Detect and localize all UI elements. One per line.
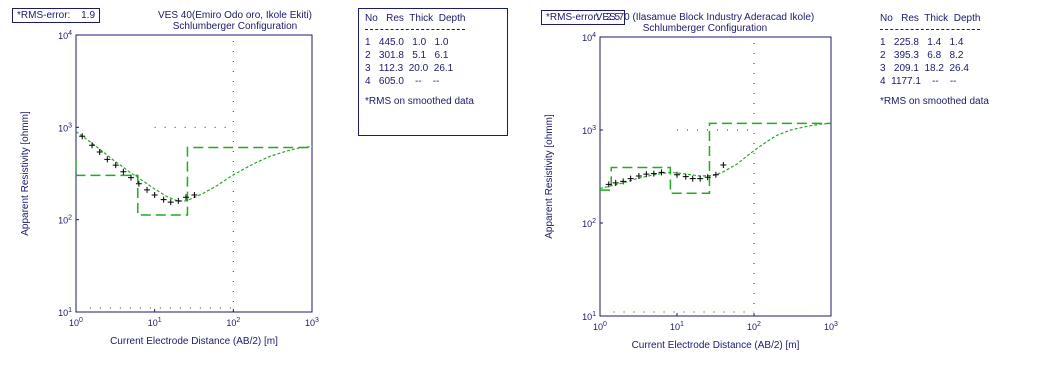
rms-error-box: *RMS-error: 1.9	[12, 8, 101, 23]
measured-point	[612, 179, 619, 186]
model-table-row: 2 301.8 5.1 6.1	[365, 50, 449, 61]
chart-title: VES 70 (Ilasamue Block Industry Aderacad…	[595, 12, 815, 34]
model-table-row: 3 209.1 18.2 26.4	[880, 63, 969, 74]
model-layer-line	[75, 146, 312, 216]
measured-point	[620, 178, 627, 185]
measured-point	[151, 191, 158, 198]
measured-point	[627, 175, 634, 182]
model-table-rows: 1 225.8 1.4 1.4 2 395.3 6.8 8.2 3 209.1 18…	[880, 36, 1016, 88]
measured-point	[720, 162, 727, 169]
y-tick-label: 101	[582, 311, 596, 322]
y-tick-label: 102	[58, 215, 72, 226]
model-table-row: 3 112.3 20.0 26.1	[365, 63, 454, 74]
rms-note: *RMS on smoothed data	[365, 96, 474, 107]
measured-point	[79, 133, 86, 140]
y-axis-label: Apparent Resistivity [ohmm]	[20, 111, 31, 236]
y-axis-label: Apparent Resistivity [ohmm]	[544, 114, 555, 239]
measured-point	[96, 149, 103, 156]
plot-frame	[75, 34, 313, 313]
x-tick-label: 102	[747, 321, 761, 332]
rms-error-value: 2.5	[606, 12, 621, 23]
y-tick-label: 103	[58, 122, 72, 133]
measured-point	[120, 168, 127, 175]
measured-point	[689, 175, 696, 182]
measured-point	[144, 186, 151, 193]
calculated-curve	[75, 131, 313, 202]
y-tick-label: 101	[58, 307, 72, 318]
measured-point	[704, 174, 711, 181]
x-tick-label: 100	[69, 317, 83, 328]
sounding-panel-ves70: 100 101 102 103 101 102 103 104 Current Electrod…	[535, 0, 1037, 387]
chart-title-text: VES 70 (Ilasamue Block Industry Aderacad…	[595, 12, 815, 23]
measured-point	[89, 142, 96, 149]
model-table-row: 1 225.8 1.4 1.4	[880, 37, 964, 48]
model-table: No Res Thick Depth 1 225.8 1.4 1.4 2 395.…	[873, 8, 1023, 136]
chart-subtitle: Schlumberger Configuration	[642, 23, 768, 34]
rms-error-value: 1.9	[81, 10, 96, 21]
measured-point	[182, 194, 189, 201]
measured-point	[605, 181, 612, 188]
measured-point	[650, 170, 657, 177]
x-tick-label: 101	[148, 317, 162, 328]
model-table-row: 1 445.0 1.0 1.0	[365, 37, 449, 48]
table-divider	[880, 29, 980, 30]
y-tick-label: 104	[582, 32, 596, 43]
model-layer-line	[600, 122, 831, 194]
measured-point	[135, 180, 142, 187]
rms-error-label: *RMS-error:	[17, 10, 71, 21]
model-table: No Res Thick Depth 1 445.0 1.0 1.0 2 301.…	[358, 8, 508, 136]
x-tick-label: 102	[226, 317, 240, 328]
y-tick-label: 103	[582, 125, 596, 136]
model-table-row: 4 1177.1 -- --	[880, 76, 957, 87]
rms-error-box: *RMS-error: 2.5	[541, 10, 626, 25]
x-tick-label: 103	[824, 321, 838, 332]
measured-point	[697, 175, 704, 182]
measured-point	[635, 173, 642, 180]
measured-point	[712, 171, 719, 178]
sounding-panel-ves40: 100 101 102 103 101 102 103 104 Current Electrod…	[12, 8, 508, 347]
model-table-header: No Res Thick Depth	[880, 13, 981, 24]
measured-point	[160, 196, 167, 203]
measured-point	[658, 169, 665, 176]
measured-point	[643, 171, 650, 178]
chart-title: VES 40(Emiro Odo oro, Ikole Ekiti) Schlu…	[150, 10, 320, 32]
rms-note: *RMS on smoothed data	[880, 96, 989, 107]
x-axis-label: Current Electrode Distance (AB/2) [m]	[632, 340, 800, 351]
y-tick-label: 102	[582, 218, 596, 229]
measured-point	[674, 171, 680, 178]
x-axis-label: Current Electrode Distance (AB/2) [m]	[110, 336, 278, 347]
y-tick-label: 104	[58, 30, 72, 41]
measured-point	[104, 156, 111, 163]
model-table-row: 2 395.3 6.8 8.2	[880, 50, 964, 61]
chart-subtitle: Schlumberger Configuration	[172, 21, 298, 32]
chart-title-text: VES 40(Emiro Odo oro, Ikole Ekiti)	[158, 10, 312, 21]
calculated-curve	[599, 122, 832, 190]
measured-point	[127, 174, 134, 181]
rms-error-label: *RMS-error:	[546, 12, 600, 23]
measured-point	[112, 162, 119, 169]
measured-point	[175, 197, 182, 204]
measured-point	[167, 199, 174, 206]
model-table-row: 4 605.0 -- --	[365, 76, 440, 87]
measured-point	[191, 191, 198, 198]
x-tick-label: 100	[593, 321, 607, 332]
model-table-rows: 1 445.0 1.0 1.0 2 301.8 5.1 6.1 3 112.3 20…	[365, 36, 501, 88]
model-table-header: No Res Thick Depth	[365, 13, 466, 24]
table-divider	[365, 29, 465, 30]
x-tick-label: 103	[305, 317, 319, 328]
plot-frame	[599, 36, 832, 317]
x-tick-label: 101	[670, 321, 684, 332]
measured-point	[682, 173, 689, 180]
